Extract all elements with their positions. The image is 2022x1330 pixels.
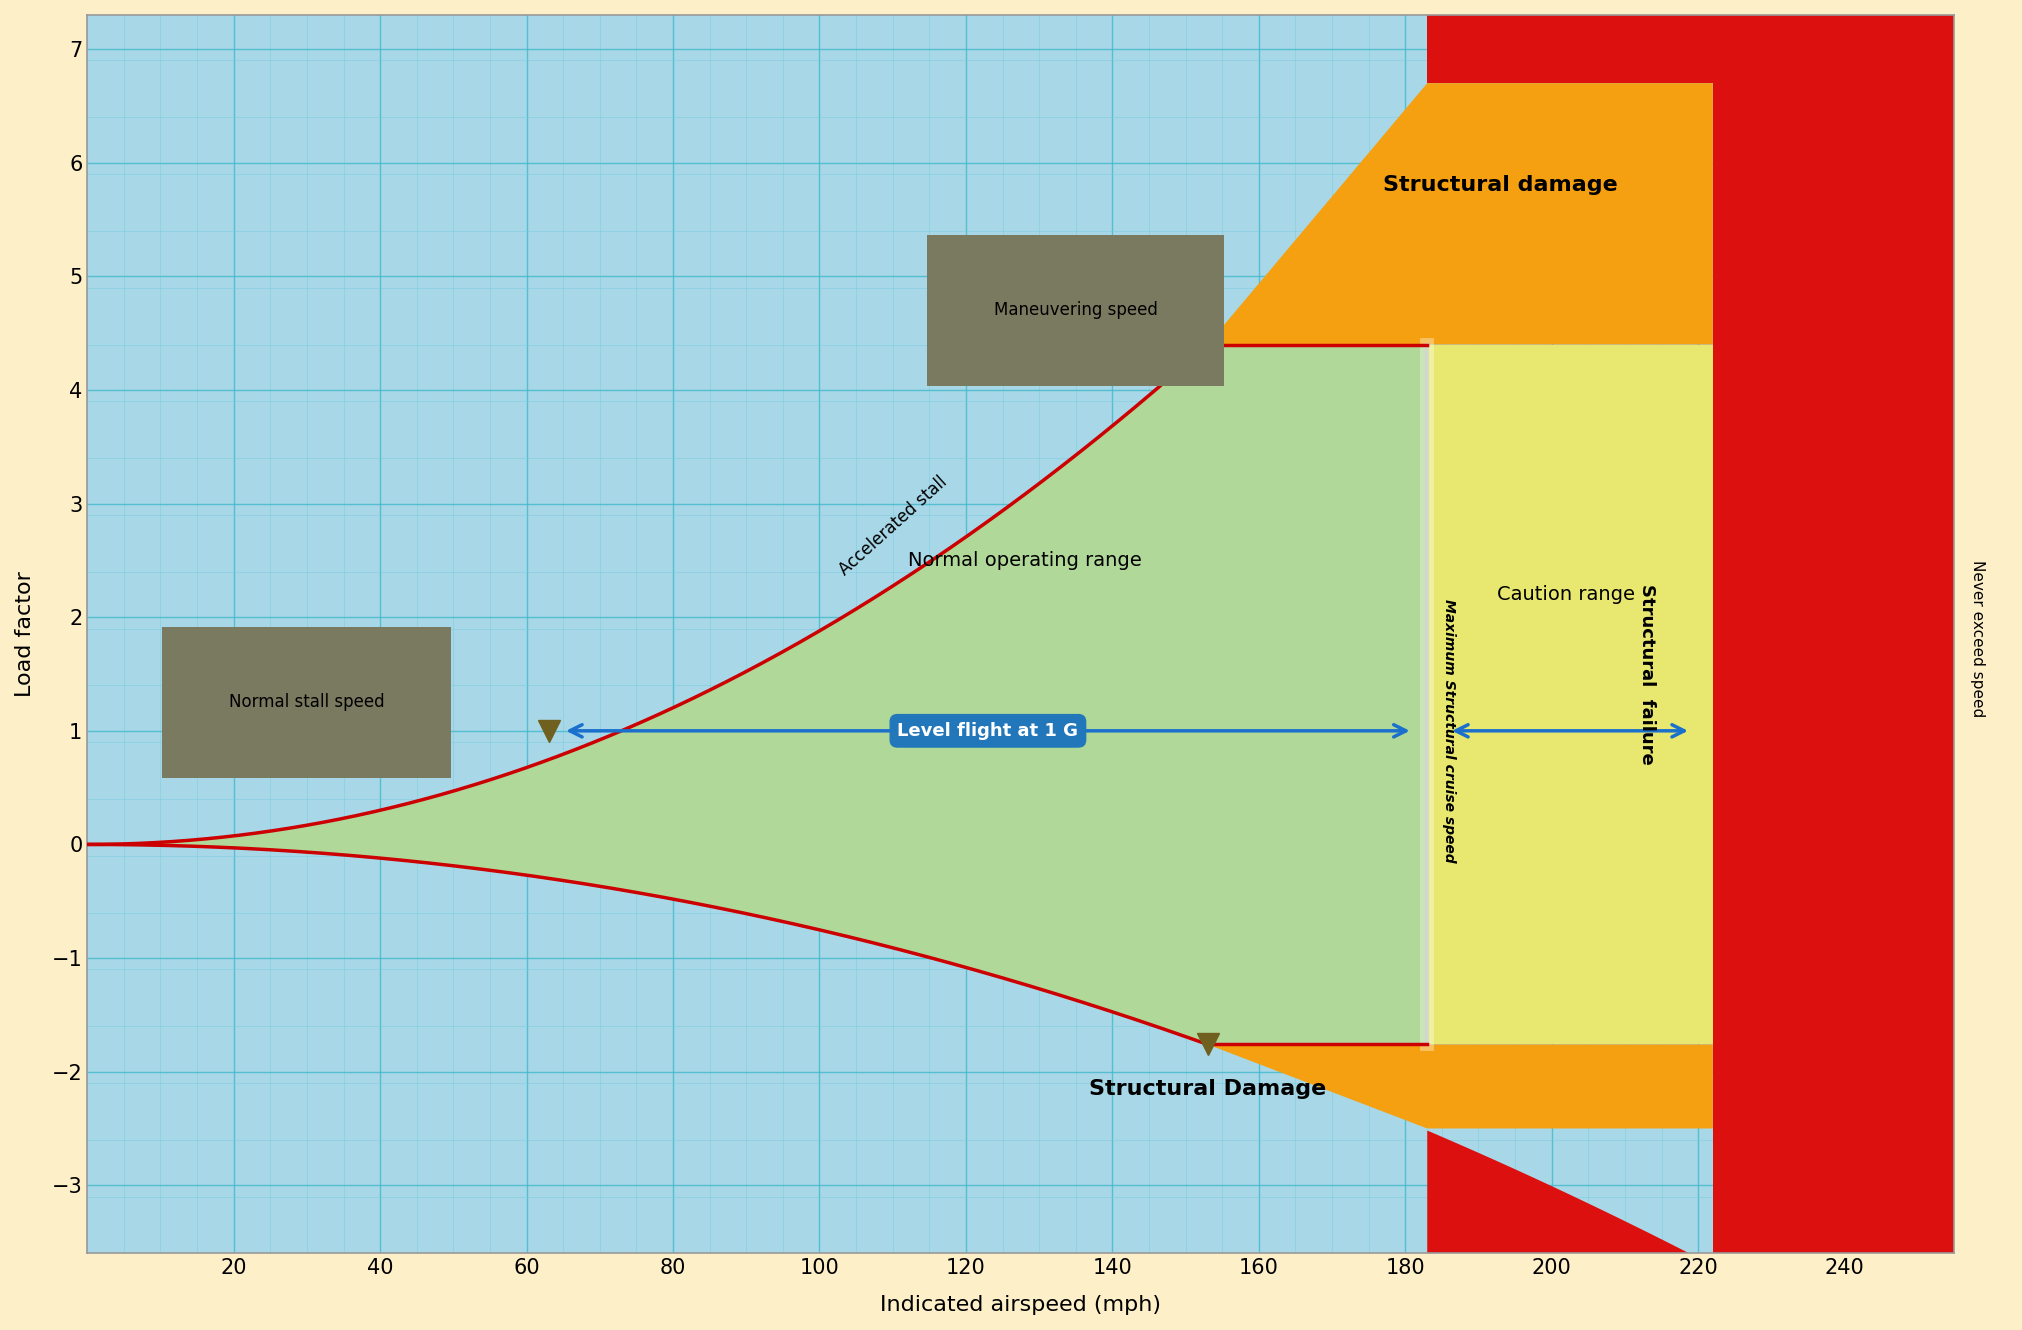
X-axis label: Indicated airspeed (mph): Indicated airspeed (mph)	[880, 1295, 1161, 1315]
Polygon shape	[87, 344, 1428, 1044]
Polygon shape	[1428, 1130, 1992, 1277]
Text: Never exceed speed: Never exceed speed	[1969, 560, 1986, 717]
Polygon shape	[1428, 0, 1713, 84]
Text: Structural damage: Structural damage	[1383, 176, 1618, 196]
Text: Caution range: Caution range	[1498, 585, 1636, 604]
Polygon shape	[1713, 0, 1992, 1277]
Text: Maneuvering speed: Maneuvering speed	[995, 302, 1159, 319]
Y-axis label: Load factor: Load factor	[14, 572, 34, 697]
Text: Structural  failure: Structural failure	[1638, 584, 1656, 765]
Text: Structural Damage: Structural Damage	[1090, 1079, 1326, 1099]
Text: Normal stall speed: Normal stall speed	[228, 693, 384, 712]
Polygon shape	[1207, 84, 1713, 344]
Polygon shape	[1428, 344, 1713, 1044]
Text: Accelerated stall: Accelerated stall	[835, 473, 950, 580]
Text: Maximum Structural cruise speed: Maximum Structural cruise speed	[1442, 598, 1456, 863]
Polygon shape	[1207, 1044, 1713, 1128]
Text: Level flight at 1 G: Level flight at 1 G	[898, 722, 1078, 739]
Text: Normal operating range: Normal operating range	[908, 551, 1140, 569]
